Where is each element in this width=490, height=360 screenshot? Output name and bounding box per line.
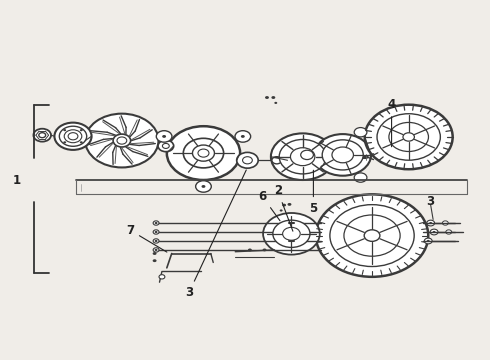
Circle shape <box>153 239 159 243</box>
Circle shape <box>427 240 430 242</box>
Text: 6: 6 <box>258 190 280 221</box>
Circle shape <box>155 240 158 242</box>
Circle shape <box>63 129 66 131</box>
Circle shape <box>322 140 363 170</box>
Circle shape <box>39 133 46 138</box>
Circle shape <box>159 275 165 279</box>
Text: 7: 7 <box>126 224 167 252</box>
Circle shape <box>274 102 277 104</box>
Text: 5: 5 <box>309 170 318 215</box>
Circle shape <box>201 185 205 188</box>
Circle shape <box>316 194 428 277</box>
Circle shape <box>344 215 400 256</box>
Circle shape <box>80 129 83 131</box>
Circle shape <box>155 249 158 251</box>
Circle shape <box>288 203 292 206</box>
Circle shape <box>272 157 282 164</box>
Circle shape <box>291 148 315 166</box>
Circle shape <box>183 138 223 168</box>
Circle shape <box>248 248 252 251</box>
Circle shape <box>237 152 258 168</box>
Circle shape <box>354 173 367 182</box>
Text: 2: 2 <box>274 184 293 231</box>
Circle shape <box>364 230 380 241</box>
Circle shape <box>156 131 172 142</box>
Circle shape <box>282 204 286 207</box>
Circle shape <box>68 133 78 140</box>
Circle shape <box>153 221 159 225</box>
Circle shape <box>389 122 428 152</box>
Text: 3: 3 <box>427 195 435 208</box>
Circle shape <box>301 150 314 159</box>
Circle shape <box>63 141 66 143</box>
Circle shape <box>330 204 414 266</box>
Circle shape <box>365 105 453 169</box>
Circle shape <box>433 231 436 233</box>
Circle shape <box>243 157 252 164</box>
Circle shape <box>155 222 158 224</box>
Circle shape <box>241 135 245 138</box>
Circle shape <box>430 229 438 235</box>
Circle shape <box>281 156 288 161</box>
Circle shape <box>64 130 82 143</box>
Circle shape <box>198 149 209 157</box>
Circle shape <box>442 221 448 225</box>
Circle shape <box>273 220 310 247</box>
Circle shape <box>235 131 251 142</box>
Circle shape <box>265 96 269 99</box>
Circle shape <box>153 259 157 262</box>
Circle shape <box>263 213 320 255</box>
Circle shape <box>162 143 169 148</box>
Circle shape <box>33 129 51 141</box>
Circle shape <box>113 134 131 147</box>
Circle shape <box>315 134 371 176</box>
Circle shape <box>153 230 159 234</box>
Circle shape <box>429 222 432 224</box>
Text: 1: 1 <box>12 174 21 186</box>
Circle shape <box>279 139 326 174</box>
Circle shape <box>158 140 173 152</box>
Text: 3: 3 <box>185 170 246 300</box>
Circle shape <box>446 230 452 234</box>
Circle shape <box>271 134 334 180</box>
Circle shape <box>117 137 127 144</box>
Text: 4: 4 <box>388 98 396 147</box>
Circle shape <box>377 114 441 160</box>
Circle shape <box>54 123 92 150</box>
Circle shape <box>332 147 353 163</box>
Circle shape <box>196 181 211 192</box>
Circle shape <box>153 252 157 255</box>
Circle shape <box>283 227 300 240</box>
Circle shape <box>193 145 215 161</box>
Circle shape <box>263 248 267 251</box>
Circle shape <box>403 133 415 141</box>
Circle shape <box>280 210 283 212</box>
Circle shape <box>85 114 159 167</box>
Circle shape <box>162 135 166 138</box>
Circle shape <box>155 231 158 233</box>
Circle shape <box>167 126 240 180</box>
Circle shape <box>80 141 83 143</box>
Circle shape <box>427 220 435 226</box>
Circle shape <box>153 248 159 252</box>
Circle shape <box>424 238 432 244</box>
Circle shape <box>271 96 275 99</box>
Circle shape <box>354 127 367 137</box>
Circle shape <box>59 126 87 146</box>
